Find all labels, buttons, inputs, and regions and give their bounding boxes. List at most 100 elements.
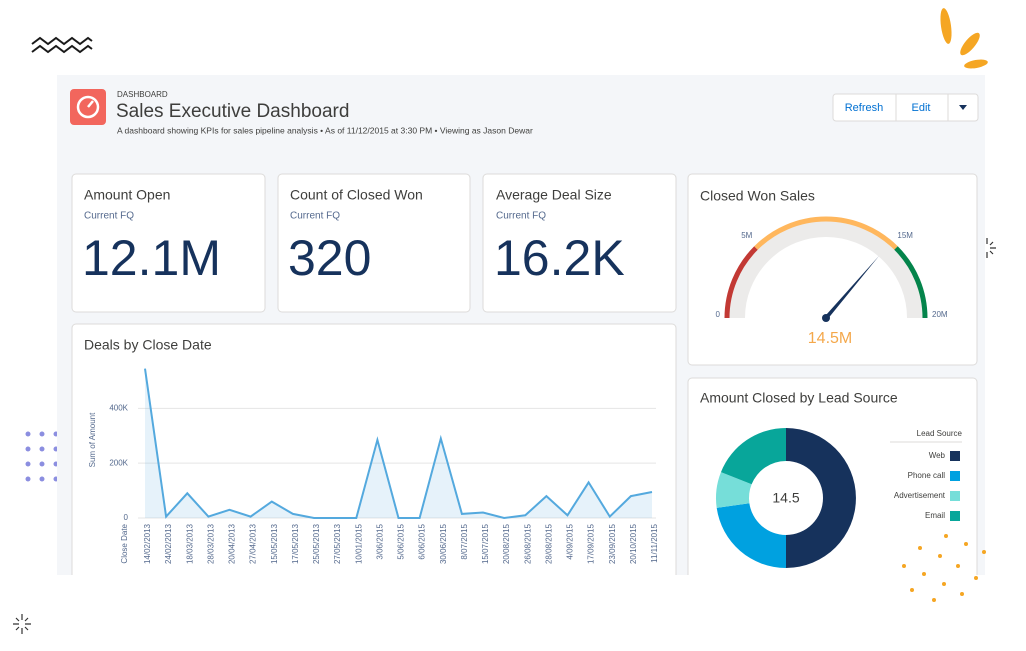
gauge-value: 14.5M (808, 330, 852, 347)
dot (39, 476, 45, 482)
x-tick-label: 17/09/2015 (587, 523, 596, 564)
donut-slice (716, 472, 752, 508)
y-tick-label: 200K (109, 458, 128, 467)
dot (938, 554, 942, 558)
gauge-hub (822, 314, 830, 322)
legend-swatch (950, 491, 960, 501)
dot (956, 564, 960, 568)
dot (902, 564, 906, 568)
chart-title: Closed Won Sales (700, 188, 815, 204)
dot (39, 446, 45, 452)
x-tick-label: 28/08/2015 (544, 523, 553, 564)
x-tick-label: 23/09/2015 (608, 523, 617, 564)
donut-center-label: 14.5 (772, 490, 799, 506)
dashboard-subtitle: A dashboard showing KPIs for sales pipel… (117, 125, 533, 135)
mask (57, 575, 997, 651)
dot (932, 598, 936, 602)
legend-swatch (950, 511, 960, 521)
chart-title: Deals by Close Date (84, 337, 212, 353)
donut-slice (716, 503, 786, 568)
kpi-value: 16.2K (494, 230, 625, 286)
kpi-title: Count of Closed Won (290, 187, 423, 203)
dot (25, 431, 31, 437)
legend-label: Phone call (908, 471, 946, 480)
legend-label: Email (925, 511, 945, 520)
gauge-band (894, 246, 928, 319)
donut-slice (786, 428, 856, 568)
y-axis-label: Sum of Amount (88, 412, 97, 467)
x-tick-label: 15/05/2013 (270, 523, 279, 564)
kpi-period: Current FQ (84, 211, 134, 222)
refresh-button[interactable]: Refresh (845, 102, 884, 114)
chart-title: Amount Closed by Lead Source (700, 390, 898, 406)
decoration (940, 8, 988, 69)
legend-label: Web (929, 451, 946, 460)
dot (25, 446, 31, 452)
decoration (902, 534, 986, 602)
dot (944, 534, 948, 538)
gauge-tick-label: 5M (741, 231, 752, 240)
kpi-card (277, 173, 471, 313)
dot (982, 550, 986, 554)
gauge-track (725, 217, 927, 319)
edit-button[interactable]: Edit (912, 102, 931, 114)
y-tick-label: 400K (109, 403, 128, 412)
x-tick-label: 20/08/2015 (502, 523, 511, 564)
button-group (832, 93, 979, 122)
x-tick-label: 27/04/2013 (249, 523, 258, 564)
dot (918, 546, 922, 550)
x-tick-label: 26/08/2015 (523, 523, 532, 564)
kpi-card (482, 173, 677, 313)
gauge-band (724, 246, 758, 319)
kpi-value: 320 (288, 230, 371, 286)
kpi-period: Current FQ (290, 211, 340, 222)
dot (922, 572, 926, 576)
gauge-needle (824, 255, 880, 320)
dot (25, 476, 31, 482)
x-tick-label: 4/09/2015 (566, 523, 575, 559)
x-tick-label: 20/10/2015 (629, 523, 638, 564)
dot (964, 542, 968, 546)
kpi-value: 12.1M (82, 230, 221, 286)
gauge-tick-label: 20M (932, 310, 948, 319)
dot (910, 588, 914, 592)
donut-slice (720, 428, 786, 485)
line (144, 368, 653, 520)
x-tick-label: 6/06/2015 (418, 523, 427, 559)
kpi-card (71, 173, 266, 313)
legend-title: Lead Source (917, 429, 963, 438)
x-tick-label: 28/03/2013 (206, 523, 215, 564)
kpi-title: Average Deal Size (496, 187, 612, 203)
dot (39, 431, 45, 437)
dot (25, 461, 31, 467)
x-tick-label: 24/02/2013 (164, 523, 173, 564)
gauge-band (754, 216, 898, 250)
x-tick-label: 27/05/2013 (333, 523, 342, 564)
x-axis-label: Close Date (120, 523, 129, 563)
x-tick-label: 11/11/2015 (650, 523, 659, 562)
x-tick-label: 20/04/2013 (228, 523, 237, 564)
x-tick-label: 10/01/2015 (354, 523, 363, 564)
legend-swatch (950, 451, 960, 461)
menu-button[interactable] (959, 105, 967, 110)
gauge-card (687, 173, 978, 366)
x-tick-label: 3/06/2015 (375, 523, 384, 559)
x-tick-label: 5/06/2015 (397, 523, 406, 559)
kpi-period: Current FQ (496, 211, 546, 222)
dashboard-title: Sales Executive Dashboard (116, 101, 349, 122)
dot (942, 582, 946, 586)
x-tick-label: 17/05/2013 (291, 523, 300, 564)
x-tick-label: 18/03/2013 (185, 523, 194, 564)
gauge-tick-label: 0 (716, 310, 721, 319)
kpi-title: Amount Open (84, 187, 170, 203)
dot (960, 592, 964, 596)
gauge-tick-label: 15M (897, 231, 913, 240)
x-tick-label: 30/06/2015 (439, 523, 448, 564)
dashboard-icon (76, 95, 100, 119)
dashboard-icon (87, 100, 94, 108)
x-tick-label: 14/02/2013 (143, 523, 152, 564)
legend-label: Advertisement (894, 491, 946, 500)
x-tick-label: 8/07/2015 (460, 523, 469, 559)
